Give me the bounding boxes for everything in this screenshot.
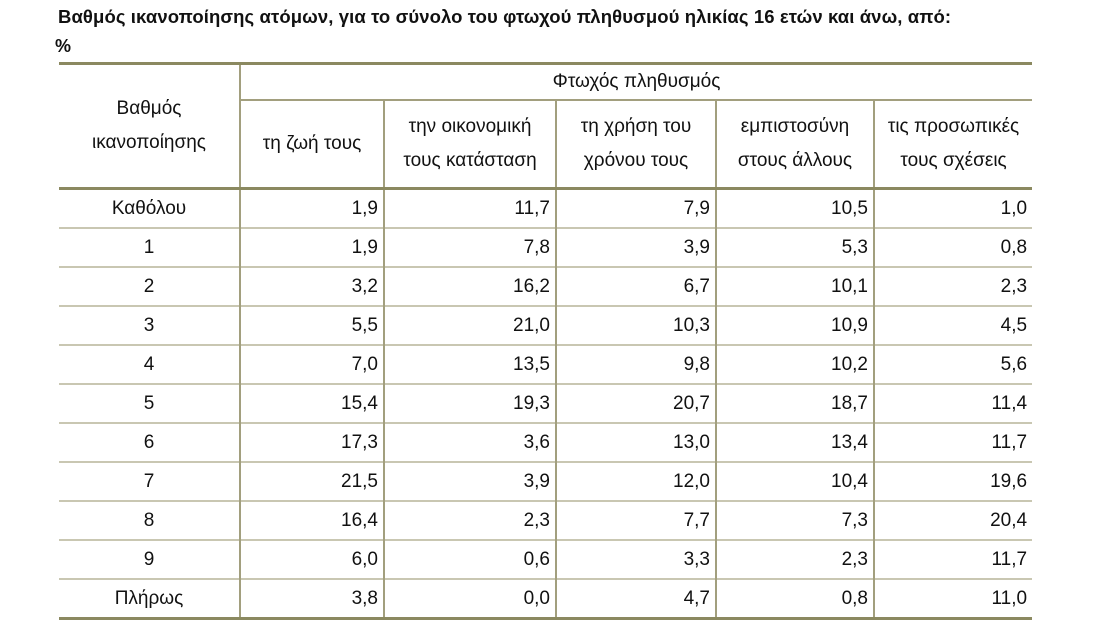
table-cell: 11,7 [874, 422, 1033, 462]
column-header-label: τη χρήση του χρόνου τους [580, 116, 692, 171]
row-label: Καθόλου [59, 187, 241, 228]
table-cell: 13,5 [384, 344, 557, 384]
table-cell: 5,6 [874, 344, 1033, 384]
table-cell: 7,7 [556, 500, 717, 540]
row-label: 9 [59, 539, 241, 579]
table-cell: 16,4 [240, 500, 385, 540]
satisfaction-table: Βαθμός ικανοποίησης Φτωχός πληθυσμός τη … [59, 62, 1033, 620]
group-header: Φτωχός πληθυσμός [240, 62, 1033, 101]
table-cell: 3,2 [240, 266, 385, 306]
table-cell: 16,2 [384, 266, 557, 306]
table-cell: 2,3 [384, 500, 557, 540]
table-row: 9 6,0 0,6 3,3 2,3 11,7 [59, 539, 1033, 579]
table-cell: 5,3 [716, 227, 875, 267]
table-cell: 19,6 [874, 461, 1033, 501]
table-cell: 7,0 [240, 344, 385, 384]
table-cell: 11,7 [874, 539, 1033, 579]
table-cell: 7,8 [384, 227, 557, 267]
table-cell: 10,5 [716, 187, 875, 228]
table-cell: 3,8 [240, 578, 385, 620]
column-header: τις προσωπικές τους σχέσεις [874, 100, 1032, 189]
row-label: 4 [59, 344, 241, 384]
table-cell: 17,3 [240, 422, 385, 462]
column-header: τη ζωή τους [240, 100, 385, 189]
table-cell: 0,0 [384, 578, 557, 620]
unit-label: % [55, 36, 72, 56]
column-header: τη χρήση του χρόνου τους [556, 100, 717, 189]
table-cell: 12,0 [556, 461, 717, 501]
table-row: Πλήρως 3,8 0,0 4,7 0,8 11,0 [59, 578, 1033, 620]
table-cell: 21,5 [240, 461, 385, 501]
table-cell: 21,0 [384, 305, 557, 345]
table-row: 4 7,0 13,5 9,8 10,2 5,6 [59, 344, 1033, 384]
table-row: 3 5,5 21,0 10,3 10,9 4,5 [59, 305, 1033, 345]
table-cell: 3,9 [384, 461, 557, 501]
table-cell: 19,3 [384, 383, 557, 423]
table-cell: 10,9 [716, 305, 875, 345]
table-cell: 10,1 [716, 266, 875, 306]
table-cell: 11,4 [874, 383, 1033, 423]
table-row: 8 16,4 2,3 7,7 7,3 20,4 [59, 500, 1033, 540]
table-cell: 0,8 [874, 227, 1033, 267]
row-label: 3 [59, 305, 241, 345]
table-row: 7 21,5 3,9 12,0 10,4 19,6 [59, 461, 1033, 501]
row-label: 8 [59, 500, 241, 540]
table-cell: 1,9 [240, 187, 385, 228]
table-title: Βαθμός ικανοποίησης ατόμων, για το σύνολ… [58, 6, 952, 27]
table-cell: 20,4 [874, 500, 1033, 540]
table-cell: 10,4 [716, 461, 875, 501]
row-header: Βαθμός ικανοποίησης [59, 62, 241, 189]
row-header-label: Βαθμός ικανοποίησης [92, 98, 206, 153]
table-cell: 18,7 [716, 383, 875, 423]
table-cell: 2,3 [716, 539, 875, 579]
table-row: Καθόλου 1,9 11,7 7,9 10,5 1,0 [59, 187, 1033, 228]
table-cell: 6,0 [240, 539, 385, 579]
table-cell: 10,2 [716, 344, 875, 384]
row-label: 1 [59, 227, 241, 267]
table-cell: 0,6 [384, 539, 557, 579]
table-cell: 6,7 [556, 266, 717, 306]
column-header-label: την οικονομική τους κατάσταση [403, 116, 537, 171]
column-header-label: τη ζωή τους [262, 133, 362, 154]
table-row: 6 17,3 3,6 13,0 13,4 11,7 [59, 422, 1033, 462]
table-cell: 4,7 [556, 578, 717, 620]
table-cell: 4,5 [874, 305, 1033, 345]
row-label: 7 [59, 461, 241, 501]
table-cell: 13,0 [556, 422, 717, 462]
table-row: 2 3,2 16,2 6,7 10,1 2,3 [59, 266, 1033, 306]
table-cell: 1,0 [874, 187, 1033, 228]
table-cell: 3,6 [384, 422, 557, 462]
table-cell: 1,9 [240, 227, 385, 267]
table-row: 5 15,4 19,3 20,7 18,7 11,4 [59, 383, 1033, 423]
table-cell: 11,0 [874, 578, 1033, 620]
table-cell: 7,9 [556, 187, 717, 228]
table-row: 1 1,9 7,8 3,9 5,3 0,8 [59, 227, 1033, 267]
column-header: εμπιστοσύνη στους άλλους [716, 100, 875, 189]
table-cell: 11,7 [384, 187, 557, 228]
table-cell: 0,8 [716, 578, 875, 620]
row-label: 6 [59, 422, 241, 462]
table-cell: 7,3 [716, 500, 875, 540]
table-cell: 20,7 [556, 383, 717, 423]
table-cell: 15,4 [240, 383, 385, 423]
column-header-label: εμπιστοσύνη στους άλλους [737, 116, 853, 171]
table-cell: 9,8 [556, 344, 717, 384]
row-label: 5 [59, 383, 241, 423]
table-cell: 13,4 [716, 422, 875, 462]
row-label: Πλήρως [59, 578, 241, 620]
table-cell: 5,5 [240, 305, 385, 345]
table-cell: 3,3 [556, 539, 717, 579]
table-cell: 3,9 [556, 227, 717, 267]
column-header-label: τις προσωπικές τους σχέσεις [887, 116, 1020, 171]
table-cell: 10,3 [556, 305, 717, 345]
table-cell: 2,3 [874, 266, 1033, 306]
column-header: την οικονομική τους κατάσταση [384, 100, 557, 189]
row-label: 2 [59, 266, 241, 306]
